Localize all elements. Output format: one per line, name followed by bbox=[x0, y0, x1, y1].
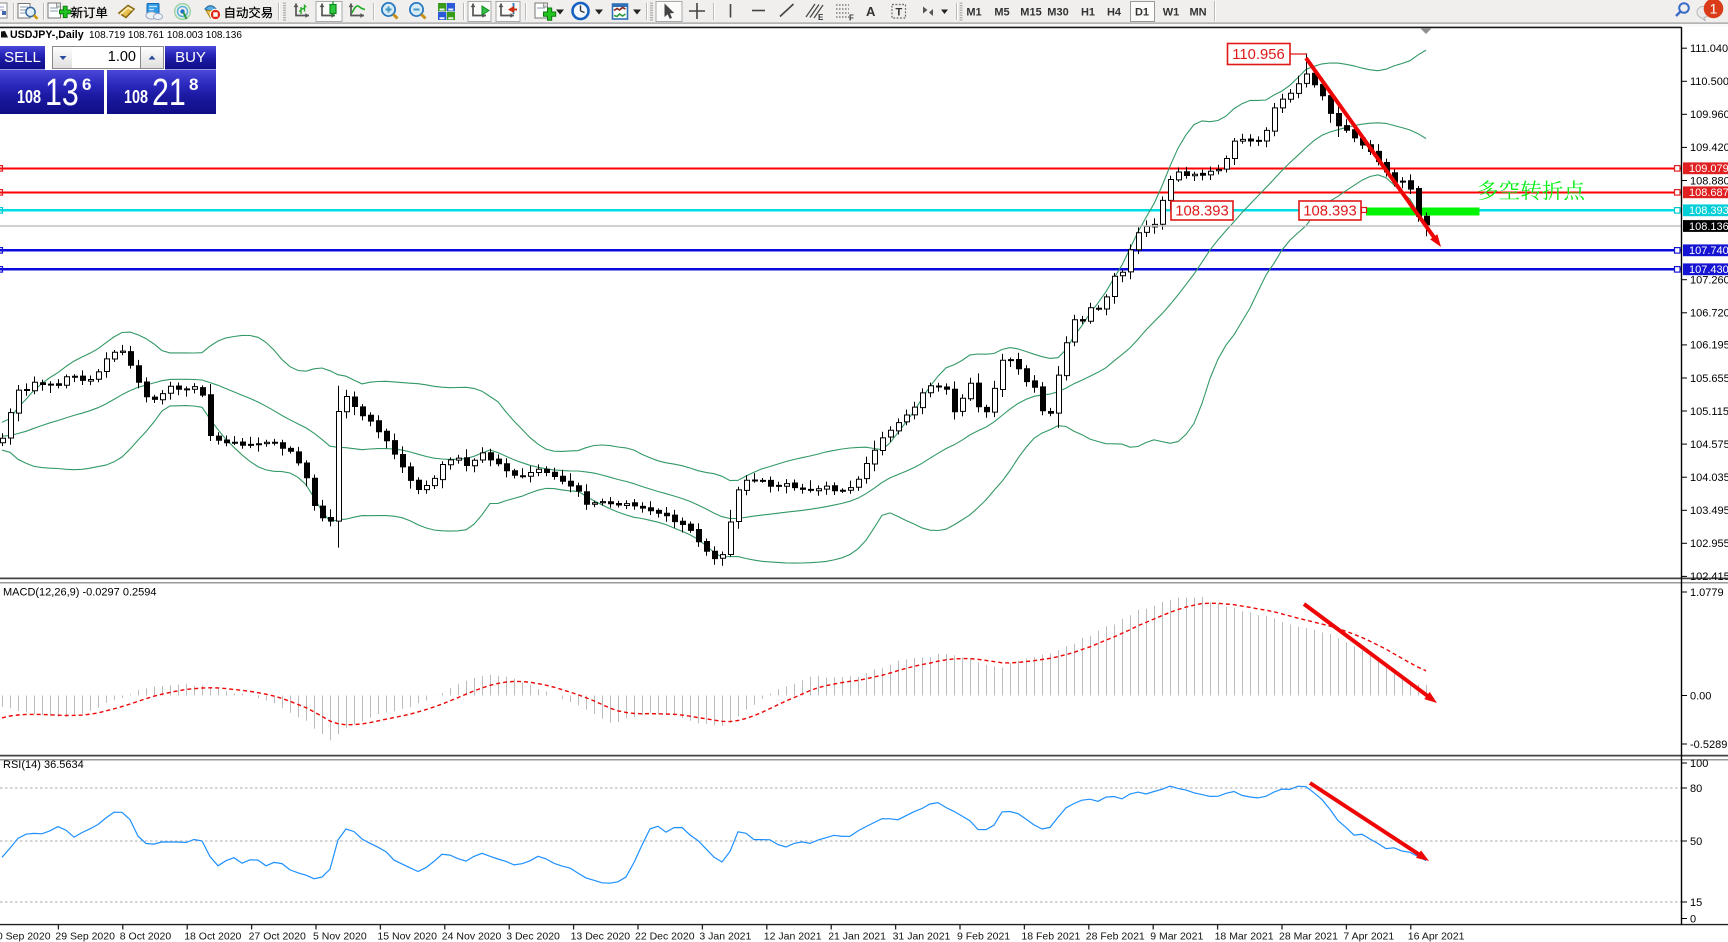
svg-text:108.719 108.761 108.003 108.13: 108.719 108.761 108.003 108.136 bbox=[89, 30, 242, 41]
svg-text:102.955: 102.955 bbox=[1690, 538, 1728, 550]
svg-text:A: A bbox=[866, 4, 876, 19]
svg-text:104.035: 104.035 bbox=[1690, 472, 1728, 484]
svg-text:0.00: 0.00 bbox=[1690, 690, 1711, 702]
svg-text:100: 100 bbox=[1690, 758, 1708, 770]
svg-text:F: F bbox=[849, 14, 854, 23]
svg-text:5 Nov 2020: 5 Nov 2020 bbox=[313, 931, 367, 942]
svg-text:108.393: 108.393 bbox=[1689, 205, 1728, 217]
svg-text:3 Dec 2020: 3 Dec 2020 bbox=[506, 931, 560, 942]
svg-text:M1: M1 bbox=[966, 7, 981, 19]
svg-text:108.393: 108.393 bbox=[1175, 204, 1229, 220]
svg-text:18 Feb 2021: 18 Feb 2021 bbox=[1021, 931, 1080, 942]
svg-text:13 Dec 2020: 13 Dec 2020 bbox=[571, 931, 631, 942]
svg-text:28 Mar 2021: 28 Mar 2021 bbox=[1279, 931, 1338, 942]
svg-text:106.720: 106.720 bbox=[1690, 308, 1728, 320]
svg-text:MACD(12,26,9) -0.0297 0.2594: MACD(12,26,9) -0.0297 0.2594 bbox=[3, 587, 156, 599]
svg-text:107.740: 107.740 bbox=[1689, 245, 1728, 257]
svg-text:15: 15 bbox=[1690, 897, 1702, 909]
svg-text:1.0779: 1.0779 bbox=[1690, 587, 1724, 599]
svg-text:8 Oct 2020: 8 Oct 2020 bbox=[120, 931, 172, 942]
svg-text:22 Dec 2020: 22 Dec 2020 bbox=[635, 931, 695, 942]
svg-text:109.079: 109.079 bbox=[1689, 163, 1728, 175]
svg-text:104.575: 104.575 bbox=[1690, 439, 1728, 451]
svg-text:T: T bbox=[896, 7, 903, 19]
svg-text:0: 0 bbox=[1690, 913, 1696, 925]
svg-text:107.430: 107.430 bbox=[1689, 264, 1728, 276]
svg-text:110.500: 110.500 bbox=[1690, 76, 1728, 88]
svg-text:109.960: 109.960 bbox=[1690, 109, 1728, 121]
svg-text:15 Nov 2020: 15 Nov 2020 bbox=[377, 931, 437, 942]
svg-text:E: E bbox=[818, 13, 824, 22]
svg-text:108.136: 108.136 bbox=[1689, 221, 1728, 233]
svg-text:27 Oct 2020: 27 Oct 2020 bbox=[249, 931, 306, 942]
svg-text:106.195: 106.195 bbox=[1690, 340, 1728, 352]
svg-text:105.115: 105.115 bbox=[1690, 406, 1728, 418]
svg-text:31 Jan 2021: 31 Jan 2021 bbox=[893, 931, 951, 942]
svg-text:109.420: 109.420 bbox=[1690, 142, 1728, 154]
svg-text:105.655: 105.655 bbox=[1690, 373, 1728, 385]
svg-text:107.260: 107.260 bbox=[1690, 275, 1728, 287]
svg-text:9 Mar 2021: 9 Mar 2021 bbox=[1150, 931, 1203, 942]
svg-text:80: 80 bbox=[1690, 783, 1702, 795]
svg-text:29 Sep 2020: 29 Sep 2020 bbox=[55, 931, 115, 942]
svg-text:18 Mar 2021: 18 Mar 2021 bbox=[1215, 931, 1274, 942]
svg-text:M30: M30 bbox=[1047, 7, 1068, 19]
svg-text:W1: W1 bbox=[1163, 7, 1180, 19]
svg-text:102.415: 102.415 bbox=[1690, 571, 1728, 583]
svg-text:M15: M15 bbox=[1020, 7, 1041, 19]
svg-text:21 Jan 2021: 21 Jan 2021 bbox=[828, 931, 886, 942]
svg-text:24 Nov 2020: 24 Nov 2020 bbox=[442, 931, 502, 942]
svg-text:110.956: 110.956 bbox=[1232, 47, 1284, 63]
svg-text:18 Oct 2020: 18 Oct 2020 bbox=[184, 931, 241, 942]
svg-text:103.495: 103.495 bbox=[1690, 505, 1728, 517]
svg-text:16 Apr 2021: 16 Apr 2021 bbox=[1408, 931, 1465, 942]
svg-text:9 Feb 2021: 9 Feb 2021 bbox=[957, 931, 1010, 942]
svg-text:28 Feb 2021: 28 Feb 2021 bbox=[1086, 931, 1145, 942]
svg-text:RSI(14) 36.5634: RSI(14) 36.5634 bbox=[3, 759, 84, 771]
svg-text:111.040: 111.040 bbox=[1690, 43, 1728, 55]
svg-text:-0.5289: -0.5289 bbox=[1690, 739, 1727, 751]
svg-text:108.393: 108.393 bbox=[1303, 204, 1357, 220]
svg-text:108.687: 108.687 bbox=[1689, 187, 1728, 199]
svg-text:MN: MN bbox=[1189, 7, 1206, 19]
svg-text:1: 1 bbox=[1710, 1, 1718, 17]
svg-text:108.880: 108.880 bbox=[1690, 175, 1728, 187]
svg-text:H1: H1 bbox=[1081, 7, 1095, 19]
svg-text:20 Sep 2020: 20 Sep 2020 bbox=[0, 931, 51, 942]
svg-text:3 Jan 2021: 3 Jan 2021 bbox=[699, 931, 751, 942]
svg-text:H4: H4 bbox=[1107, 7, 1122, 19]
svg-text:USDJPY-,Daily: USDJPY-,Daily bbox=[10, 29, 84, 41]
svg-text:M5: M5 bbox=[994, 7, 1009, 19]
svg-text:12 Jan 2021: 12 Jan 2021 bbox=[764, 931, 822, 942]
svg-text:7 Apr 2021: 7 Apr 2021 bbox=[1343, 931, 1394, 942]
svg-text:D1: D1 bbox=[1135, 7, 1149, 19]
svg-text:50: 50 bbox=[1690, 836, 1702, 848]
